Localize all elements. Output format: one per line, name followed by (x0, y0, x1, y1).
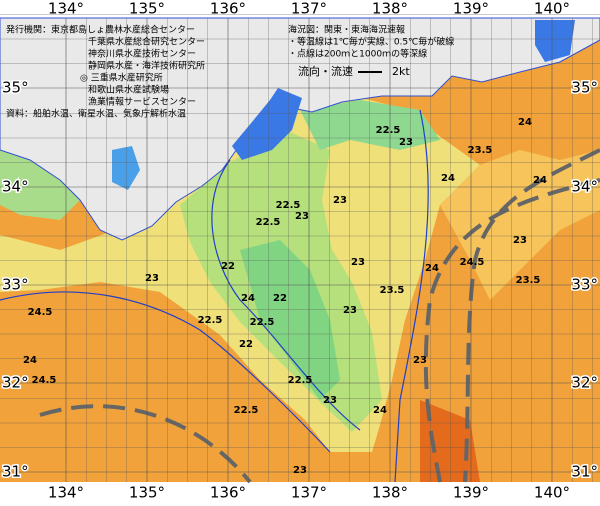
contour-label: 23 (145, 273, 159, 284)
contour-label: 24.5 (28, 307, 53, 318)
note-line: 和歌山県水産試験場 (88, 84, 169, 96)
contour-label: 22.5 (276, 200, 301, 211)
lon-label: 135° (129, 0, 165, 18)
kuroshio-line (39, 404, 252, 484)
lon-label: 137° (291, 484, 327, 502)
contour-label: 22 (239, 339, 253, 350)
info: 海況図：関東・東海海況速報 ・等温線は1℃毎が実線、0.5℃毎が破線 ・点線は2… (288, 24, 454, 79)
sea-coast (300, 100, 440, 150)
lat-label: 31° (2, 463, 29, 481)
contour-label: 23 (323, 395, 337, 406)
lat-label: 34° (2, 178, 29, 196)
contour-label: 22.5 (234, 405, 259, 416)
lon-label: 139° (453, 0, 489, 18)
contour-label: 23.5 (468, 145, 493, 156)
lon-label: 138° (372, 484, 408, 502)
info-line: 海況図：関東・東海海況速報 (288, 24, 405, 36)
contour-label: 23 (399, 137, 413, 148)
contour-label: 22 (273, 293, 287, 304)
note-line: ◎ 三重県水産研究所 (80, 72, 163, 84)
lon-label: 138° (372, 0, 408, 18)
lon-label: 140° (534, 484, 570, 502)
ise-bay (232, 88, 302, 160)
sea-east (440, 150, 600, 300)
contour-label: 23 (413, 355, 427, 366)
contour-label: 23 (333, 195, 347, 206)
contour-label: 22.5 (250, 317, 275, 328)
lat-label: 35° (2, 79, 29, 97)
contour-label: 24.5 (32, 375, 57, 386)
current-legend-label: 流向・流速 (298, 64, 353, 78)
note-line: 漁業情報サービスセンター (88, 96, 196, 108)
contour-label: 22.5 (288, 375, 313, 386)
current-legend-unit: 2kt (392, 65, 410, 78)
isotherm (0, 291, 331, 453)
lon-label: 134° (48, 484, 84, 502)
contour-label: 24.5 (460, 257, 485, 268)
sea-cooler (240, 240, 340, 400)
note-line: 神奈川県水産技術センター (88, 48, 196, 60)
isotherm (394, 109, 429, 483)
lon-label: 135° (129, 484, 165, 502)
lon-label: 136° (210, 0, 246, 18)
lat-label: 31° (571, 463, 598, 481)
contour-label: 24 (241, 293, 255, 304)
contour-label: 22.5 (376, 125, 401, 136)
contour-label: 23 (295, 211, 309, 222)
contour-label: 24 (518, 117, 532, 128)
sea-hot (420, 400, 480, 482)
kuroshio-line (423, 178, 600, 483)
note-line: 発行機関：東京都島しょ農林水産総合センター (6, 24, 195, 36)
lat-label: 35° (571, 79, 598, 97)
contour-label: 22.5 (256, 217, 281, 228)
contour-label: 23 (343, 305, 357, 316)
isotherm (211, 159, 361, 431)
contour-label: 24 (533, 175, 547, 186)
graticule (0, 14, 600, 482)
lat-label: 32° (571, 374, 598, 392)
lon-label: 136° (210, 484, 246, 502)
contour-label: 22.5 (198, 315, 223, 326)
osaka-bay (112, 146, 140, 190)
publisher: 発行機関：東京都島しょ農林水産総合センター 千葉県水産総合研究センター 神奈川県… (6, 24, 205, 120)
tokyo-bay (535, 20, 575, 62)
info-line: ・等温線は1℃毎が実線、0.5℃毎が破線 (288, 36, 454, 48)
contour-label: 23 (513, 235, 527, 246)
info-line: ・点線は200ｍと1000ｍの等深線 (288, 48, 427, 60)
contour-label: 24 (441, 173, 455, 184)
lat-label: 32° (2, 374, 29, 392)
lat-label: 33° (571, 276, 598, 294)
note-line: 千葉県水産総合研究センター (88, 36, 205, 48)
contour-label: 22 (221, 261, 235, 272)
sea-west (0, 150, 80, 220)
contour-label: 23.5 (380, 285, 405, 296)
contour-label: 23 (351, 257, 365, 268)
contour-label: 24 (23, 355, 37, 366)
note-line: 資料：船舶水温、衛星水温、気象庁解析水温 (6, 108, 186, 120)
contour-label: 23.5 (516, 275, 541, 286)
note-line: 静岡県水産・海洋技術研究所 (88, 60, 205, 72)
lon-label: 134° (48, 0, 84, 18)
lon-label: 139° (453, 484, 489, 502)
contour-label: 24 (373, 405, 387, 416)
isotherms (0, 109, 429, 483)
contour-label: 23 (293, 465, 307, 476)
current-axis (39, 148, 600, 484)
lat-label: 34° (571, 178, 598, 196)
lat-label: 33° (2, 276, 29, 294)
lon-label: 137° (291, 0, 327, 18)
lon-label: 140° (534, 0, 570, 18)
contour-label: 24 (425, 263, 439, 274)
kuroshio-line (463, 148, 600, 483)
